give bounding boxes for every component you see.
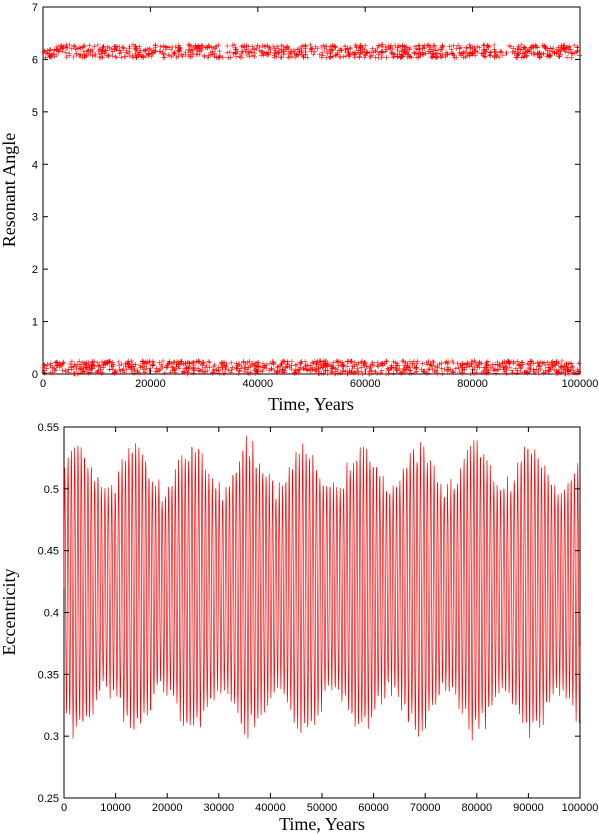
eccentricity-line <box>63 435 581 741</box>
y-tick-label: 0.25 <box>38 793 59 805</box>
x-axis-title: Time, Years <box>268 394 354 414</box>
y-tick-label: 0.45 <box>38 546 59 558</box>
plot-frame <box>42 6 581 375</box>
x-axis-title: Time, Years <box>279 814 365 834</box>
y-tick-label: 0.35 <box>38 669 59 681</box>
x-tick-label: 20000 <box>135 378 166 390</box>
x-tick-label: 60000 <box>350 378 381 390</box>
axis-ticks: 0 10000 20000 30000 40000 50000 60000 70000 8000… <box>38 422 599 814</box>
x-tick-label: 0 <box>61 802 67 814</box>
x-tick-label: 10000 <box>100 802 131 814</box>
x-tick-label: 0 <box>40 378 46 390</box>
axis-ticks: 0 20000 40000 60000 80000 100000 0 1 2 3 4 5 6 7 <box>32 2 598 390</box>
y-axis-title: Resonant Angle <box>0 133 19 248</box>
y-tick-label: 6 <box>32 54 38 66</box>
y-tick-label: 0.3 <box>44 731 59 743</box>
x-tick-label: 80000 <box>462 802 493 814</box>
y-tick-label: 7 <box>32 2 38 14</box>
x-tick-label: 40000 <box>255 802 286 814</box>
y-tick-label: 0.55 <box>38 422 59 434</box>
x-tick-label: 90000 <box>513 802 544 814</box>
plot-marks <box>40 42 583 377</box>
x-tick-label: 30000 <box>204 802 235 814</box>
resonant-angle-chart: 0 20000 40000 60000 80000 100000 0 1 2 3 4 5 6 7 Time… <box>0 2 598 414</box>
x-tick-label: 80000 <box>457 378 488 390</box>
x-tick-label: 20000 <box>152 802 183 814</box>
x-tick-label: 100000 <box>562 378 599 390</box>
x-tick-label: 100000 <box>562 802 599 814</box>
y-tick-label: 1 <box>32 317 38 329</box>
scatter-series-0 <box>41 42 583 61</box>
y-tick-label: 0 <box>32 369 38 381</box>
y-tick-label: 2 <box>32 264 38 276</box>
scatter-series-1 <box>40 358 583 377</box>
y-tick-label: 0.5 <box>44 484 59 496</box>
y-axis-title: Eccentricity <box>0 569 19 656</box>
x-tick-label: 70000 <box>410 802 441 814</box>
eccentricity-chart: 0 10000 20000 30000 40000 50000 60000 70000 8000… <box>0 422 598 834</box>
y-tick-label: 4 <box>32 159 38 171</box>
x-tick-label: 60000 <box>358 802 389 814</box>
y-tick-label: 0.4 <box>44 608 59 620</box>
x-tick-label: 50000 <box>307 802 338 814</box>
y-tick-label: 5 <box>32 107 38 119</box>
plot-marks <box>63 435 581 741</box>
y-tick-label: 3 <box>32 212 38 224</box>
x-tick-label: 40000 <box>243 378 274 390</box>
